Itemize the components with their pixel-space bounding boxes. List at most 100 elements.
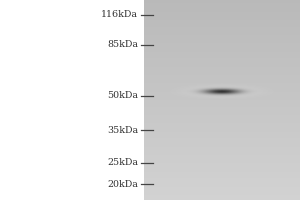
- Polygon shape: [144, 52, 300, 53]
- Polygon shape: [144, 155, 300, 157]
- Polygon shape: [144, 157, 300, 158]
- Polygon shape: [144, 67, 300, 68]
- Polygon shape: [144, 7, 300, 8]
- Polygon shape: [144, 93, 300, 95]
- Polygon shape: [144, 142, 300, 143]
- Polygon shape: [144, 60, 300, 62]
- Polygon shape: [144, 162, 300, 163]
- Polygon shape: [144, 165, 300, 167]
- Polygon shape: [144, 110, 300, 112]
- Polygon shape: [144, 168, 300, 170]
- Polygon shape: [144, 147, 300, 148]
- Polygon shape: [144, 103, 300, 105]
- Polygon shape: [144, 57, 300, 58]
- Polygon shape: [144, 88, 300, 90]
- Polygon shape: [144, 42, 300, 43]
- Polygon shape: [144, 65, 300, 67]
- Polygon shape: [144, 132, 300, 133]
- Polygon shape: [144, 192, 300, 193]
- Polygon shape: [144, 20, 300, 22]
- Polygon shape: [144, 127, 300, 128]
- Polygon shape: [144, 140, 300, 142]
- Polygon shape: [144, 180, 300, 182]
- Polygon shape: [144, 173, 300, 175]
- Polygon shape: [144, 90, 300, 92]
- Polygon shape: [144, 73, 300, 75]
- Polygon shape: [144, 187, 300, 188]
- Polygon shape: [144, 97, 300, 98]
- Polygon shape: [144, 28, 300, 30]
- Polygon shape: [144, 10, 300, 12]
- Polygon shape: [144, 87, 300, 88]
- Polygon shape: [144, 68, 300, 70]
- Polygon shape: [144, 188, 300, 190]
- Polygon shape: [144, 70, 300, 72]
- Polygon shape: [144, 80, 300, 82]
- Polygon shape: [144, 92, 300, 93]
- Polygon shape: [144, 160, 300, 162]
- Polygon shape: [144, 108, 300, 110]
- Text: 20kDa: 20kDa: [107, 180, 138, 189]
- Polygon shape: [144, 133, 300, 135]
- Polygon shape: [144, 75, 300, 77]
- Polygon shape: [144, 177, 300, 178]
- Polygon shape: [144, 35, 300, 37]
- Text: 35kDa: 35kDa: [107, 126, 138, 135]
- Polygon shape: [144, 170, 300, 172]
- Polygon shape: [144, 158, 300, 160]
- Polygon shape: [144, 175, 300, 177]
- Polygon shape: [144, 118, 300, 120]
- Polygon shape: [144, 145, 300, 147]
- Polygon shape: [144, 30, 300, 32]
- Text: 116kDa: 116kDa: [101, 10, 138, 19]
- Polygon shape: [144, 105, 300, 107]
- Polygon shape: [144, 100, 300, 102]
- Polygon shape: [144, 135, 300, 137]
- Polygon shape: [144, 8, 300, 10]
- Polygon shape: [144, 123, 300, 125]
- Polygon shape: [144, 117, 300, 118]
- Polygon shape: [144, 45, 300, 47]
- Polygon shape: [144, 58, 300, 60]
- Polygon shape: [144, 15, 300, 17]
- Polygon shape: [144, 62, 300, 63]
- Polygon shape: [144, 115, 300, 117]
- Polygon shape: [144, 122, 300, 123]
- Polygon shape: [144, 137, 300, 138]
- Polygon shape: [144, 77, 300, 78]
- Polygon shape: [144, 63, 300, 65]
- Polygon shape: [144, 83, 300, 85]
- Polygon shape: [144, 72, 300, 73]
- Polygon shape: [144, 33, 300, 35]
- Polygon shape: [144, 153, 300, 155]
- Polygon shape: [144, 193, 300, 195]
- Polygon shape: [144, 0, 300, 2]
- Polygon shape: [144, 17, 300, 18]
- Polygon shape: [144, 172, 300, 173]
- Polygon shape: [144, 13, 300, 15]
- Polygon shape: [144, 183, 300, 185]
- Polygon shape: [144, 163, 300, 165]
- Text: 25kDa: 25kDa: [107, 158, 138, 167]
- Polygon shape: [144, 125, 300, 127]
- Polygon shape: [144, 150, 300, 152]
- Polygon shape: [144, 3, 300, 5]
- Polygon shape: [144, 78, 300, 80]
- Polygon shape: [144, 185, 300, 187]
- Polygon shape: [144, 82, 300, 83]
- Polygon shape: [144, 48, 300, 50]
- Polygon shape: [144, 43, 300, 45]
- Polygon shape: [144, 23, 300, 25]
- Polygon shape: [144, 95, 300, 97]
- Polygon shape: [144, 40, 300, 42]
- Polygon shape: [144, 18, 300, 20]
- Polygon shape: [144, 128, 300, 130]
- Polygon shape: [144, 55, 300, 57]
- Polygon shape: [144, 148, 300, 150]
- Polygon shape: [144, 107, 300, 108]
- Polygon shape: [144, 167, 300, 168]
- Polygon shape: [144, 130, 300, 132]
- Text: 85kDa: 85kDa: [107, 40, 138, 49]
- Polygon shape: [144, 112, 300, 113]
- Polygon shape: [144, 143, 300, 145]
